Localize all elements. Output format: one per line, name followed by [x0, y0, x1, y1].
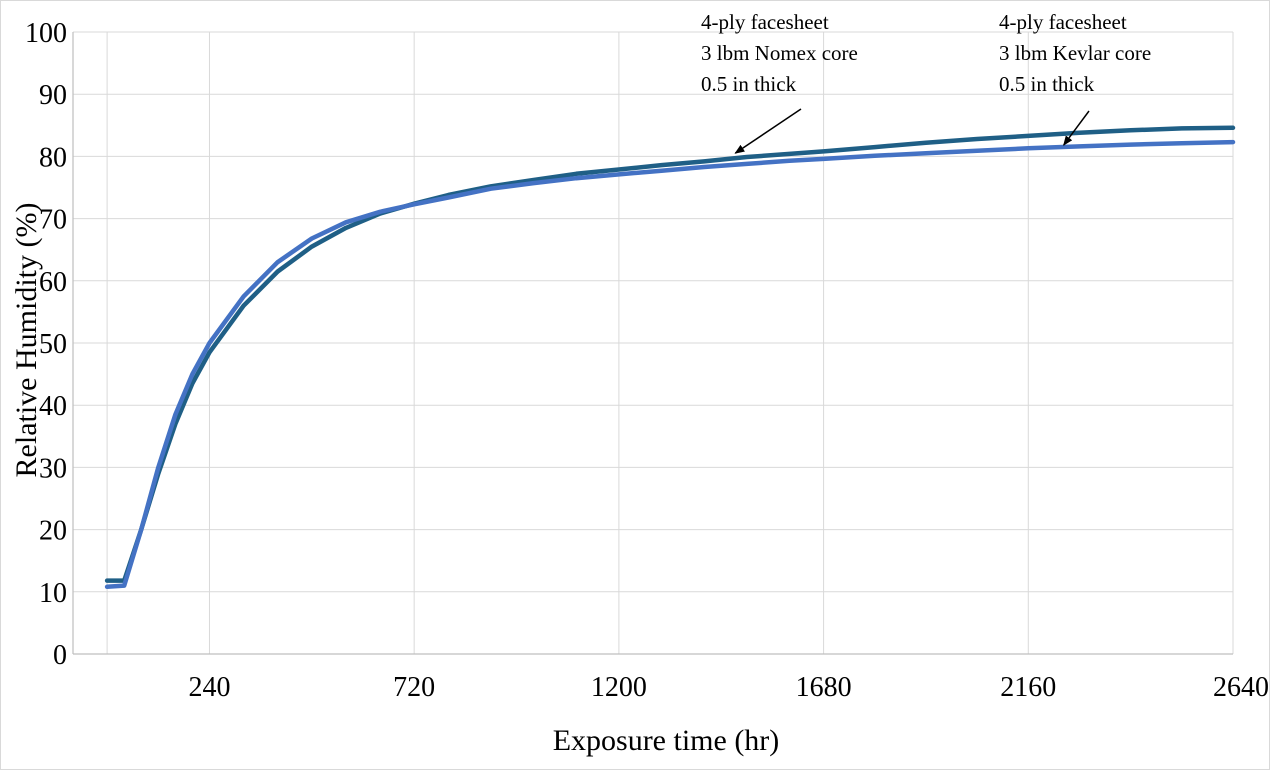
annotation-kevlar-line: 0.5 in thick — [999, 72, 1095, 96]
x-tick-label: 2640 — [1213, 672, 1269, 703]
y-tick-label: 70 — [39, 205, 67, 236]
y-tick-label: 10 — [39, 578, 67, 609]
y-axis-title: Relative Humidity (%) — [10, 203, 43, 478]
y-tick-label: 30 — [39, 453, 67, 484]
annotations: 4-ply facesheet 3 lbm Nomex core 0.5 in th… — [701, 10, 1151, 154]
tick-labels: 0 10 20 30 40 50 60 70 80 90 100 240 720 1200 1680 2160… — [25, 18, 1269, 703]
annotation-nomex-line: 0.5 in thick — [701, 72, 797, 96]
x-tick-label: 240 — [188, 672, 230, 703]
y-tick-label: 80 — [39, 142, 67, 173]
data-series — [104, 125, 1236, 590]
x-tick-label: 2160 — [1000, 672, 1056, 703]
series-line-1 — [104, 125, 1236, 583]
y-tick-label: 50 — [39, 329, 67, 360]
x-tick-label: 720 — [393, 672, 435, 703]
x-tick-label: 1680 — [796, 672, 852, 703]
y-tick-label: 90 — [39, 80, 67, 111]
series-line-2 — [104, 139, 1236, 590]
annotation-arrow-kevlar — [1063, 110, 1090, 146]
axes — [72, 32, 1233, 655]
y-tick-label: 100 — [25, 18, 67, 49]
annotation-arrow-nomex — [734, 108, 802, 154]
x-tick-label: 1200 — [591, 672, 647, 703]
annotation-kevlar-line: 3 lbm Kevlar core — [999, 41, 1151, 65]
x-axis-title: Exposure time (hr) — [553, 724, 780, 757]
y-tick-label: 20 — [39, 516, 67, 547]
y-tick-label: 40 — [39, 391, 67, 422]
y-tick-label: 0 — [53, 640, 67, 671]
y-tick-label: 60 — [39, 267, 67, 298]
annotation-kevlar-line: 4-ply facesheet — [999, 10, 1127, 34]
annotation-nomex-line: 3 lbm Nomex core — [701, 41, 858, 65]
grid-lines — [73, 31, 1234, 654]
annotation-nomex-line: 4-ply facesheet — [701, 10, 829, 34]
